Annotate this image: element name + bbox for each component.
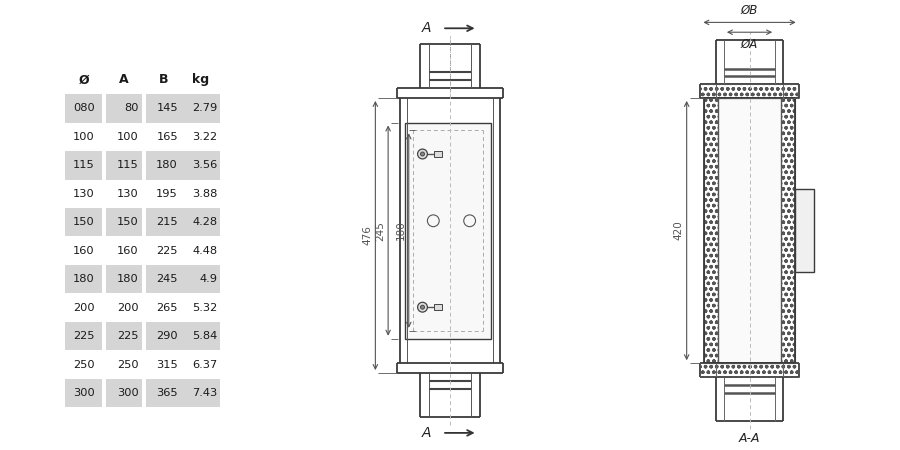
Text: 6.37: 6.37 <box>192 360 217 369</box>
Text: 160: 160 <box>117 246 139 256</box>
Text: 3.88: 3.88 <box>192 189 217 199</box>
Bar <box>781 98 795 363</box>
Text: 420: 420 <box>674 220 684 240</box>
Bar <box>181 265 220 293</box>
Text: 225: 225 <box>157 246 178 256</box>
Text: 476: 476 <box>363 225 373 245</box>
Text: 080: 080 <box>73 104 94 113</box>
Bar <box>65 208 103 237</box>
Text: B: B <box>158 73 168 86</box>
Circle shape <box>420 305 425 309</box>
Text: 315: 315 <box>157 360 178 369</box>
Text: A: A <box>119 73 129 86</box>
Text: 200: 200 <box>117 303 139 313</box>
Text: 130: 130 <box>117 189 139 199</box>
Text: 115: 115 <box>73 160 94 170</box>
Text: ØA: ØA <box>741 38 758 51</box>
Text: 130: 130 <box>73 189 94 199</box>
Text: 245: 245 <box>157 274 178 284</box>
Text: 180: 180 <box>73 274 94 284</box>
Bar <box>65 151 103 180</box>
Text: 4.9: 4.9 <box>199 274 217 284</box>
Text: Ø: Ø <box>78 73 89 86</box>
Text: 4.48: 4.48 <box>192 246 217 256</box>
Text: kg: kg <box>192 73 209 86</box>
Text: 180: 180 <box>396 220 406 240</box>
Bar <box>405 122 491 338</box>
Text: 4.28: 4.28 <box>192 217 217 227</box>
Text: ØB: ØB <box>741 4 758 17</box>
Text: 2.79: 2.79 <box>192 104 217 113</box>
Text: 5.84: 5.84 <box>192 331 217 341</box>
Text: 100: 100 <box>73 132 94 142</box>
Bar <box>65 379 103 407</box>
Text: 225: 225 <box>73 331 94 341</box>
Bar <box>146 151 181 180</box>
Text: 3.56: 3.56 <box>192 160 217 170</box>
Text: 195: 195 <box>157 189 178 199</box>
Text: 3.22: 3.22 <box>192 132 217 142</box>
Bar <box>106 322 141 351</box>
Text: 265: 265 <box>157 303 178 313</box>
Bar <box>795 189 815 272</box>
Bar <box>181 208 220 237</box>
Circle shape <box>418 302 428 312</box>
Text: 7.43: 7.43 <box>192 388 217 398</box>
Text: 200: 200 <box>73 303 94 313</box>
Bar <box>65 94 103 122</box>
Text: A-A: A-A <box>739 432 760 446</box>
Text: 365: 365 <box>157 388 178 398</box>
Bar <box>146 94 181 122</box>
Text: 115: 115 <box>117 160 139 170</box>
Circle shape <box>420 152 425 156</box>
Bar <box>146 322 181 351</box>
Circle shape <box>418 149 428 159</box>
Text: A: A <box>422 426 431 440</box>
Text: 150: 150 <box>73 217 94 227</box>
Bar <box>181 151 220 180</box>
Text: 225: 225 <box>117 331 139 341</box>
Bar <box>106 151 141 180</box>
Bar <box>106 208 141 237</box>
Text: 290: 290 <box>157 331 178 341</box>
Bar <box>435 151 442 157</box>
Text: 160: 160 <box>73 246 94 256</box>
Text: 250: 250 <box>117 360 139 369</box>
Text: 5.32: 5.32 <box>192 303 217 313</box>
Bar <box>65 322 103 351</box>
Text: 150: 150 <box>117 217 139 227</box>
Text: 300: 300 <box>117 388 139 398</box>
Bar <box>705 98 718 363</box>
Text: 145: 145 <box>157 104 178 113</box>
Text: 180: 180 <box>157 160 178 170</box>
Bar <box>181 322 220 351</box>
Bar <box>146 208 181 237</box>
Bar <box>181 379 220 407</box>
Bar <box>700 84 798 98</box>
Bar <box>106 94 141 122</box>
Text: 80: 80 <box>124 104 139 113</box>
Bar <box>700 363 798 377</box>
Bar <box>65 265 103 293</box>
Bar <box>435 304 442 310</box>
Text: 100: 100 <box>117 132 139 142</box>
Bar <box>718 98 781 363</box>
Bar <box>181 94 220 122</box>
Bar <box>106 379 141 407</box>
Text: 245: 245 <box>375 220 385 241</box>
Text: 165: 165 <box>157 132 178 142</box>
Text: 180: 180 <box>117 274 139 284</box>
Text: 215: 215 <box>157 217 178 227</box>
Bar <box>106 265 141 293</box>
Text: 250: 250 <box>73 360 94 369</box>
Bar <box>146 379 181 407</box>
Text: A: A <box>422 21 431 35</box>
Text: 300: 300 <box>73 388 94 398</box>
Bar <box>146 265 181 293</box>
